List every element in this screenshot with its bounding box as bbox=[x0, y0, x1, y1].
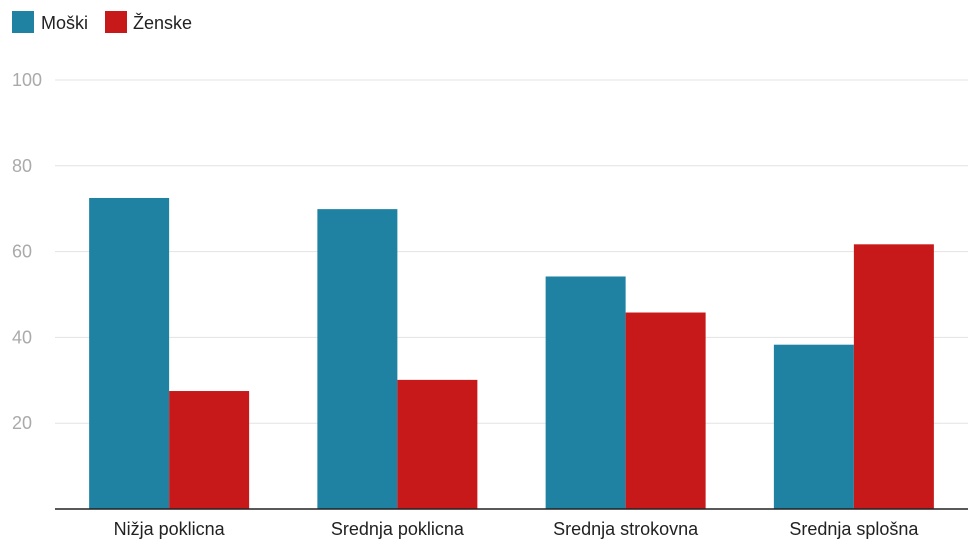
y-tick-label-20: 20 bbox=[12, 413, 32, 433]
x-category-label-2: Srednja strokovna bbox=[553, 519, 699, 539]
bar-moski-2 bbox=[545, 276, 626, 509]
legend-swatch-zenske bbox=[105, 11, 127, 33]
legend-label-zenske: Ženske bbox=[133, 13, 192, 33]
bar-moski-3 bbox=[773, 344, 854, 509]
bar-zenske-2 bbox=[625, 312, 706, 509]
legend-label-moski: Moški bbox=[41, 13, 88, 33]
bar-zenske-0 bbox=[169, 391, 250, 509]
bar-zenske-1 bbox=[397, 379, 478, 509]
legend-swatch-moski bbox=[12, 11, 34, 33]
x-category-label-0: Nižja poklicna bbox=[114, 519, 226, 539]
x-category-label-1: Srednja poklicna bbox=[331, 519, 465, 539]
x-category-label-3: Srednja splošna bbox=[789, 519, 919, 539]
legend: Moški Ženske bbox=[12, 11, 192, 33]
bar-zenske-3 bbox=[853, 244, 934, 509]
x-axis-labels: Nižja poklicna Srednja poklicna Srednja st… bbox=[114, 519, 920, 539]
bars bbox=[89, 197, 934, 509]
y-tick-label-40: 40 bbox=[12, 327, 32, 347]
y-tick-label-100: 100 bbox=[12, 70, 42, 90]
y-axis-ticks: 20 40 60 80 100 bbox=[12, 70, 42, 433]
y-tick-label-60: 60 bbox=[12, 242, 32, 262]
y-tick-label-80: 80 bbox=[12, 156, 32, 176]
bar-moski-1 bbox=[317, 209, 398, 509]
bar-moski-0 bbox=[89, 197, 170, 509]
